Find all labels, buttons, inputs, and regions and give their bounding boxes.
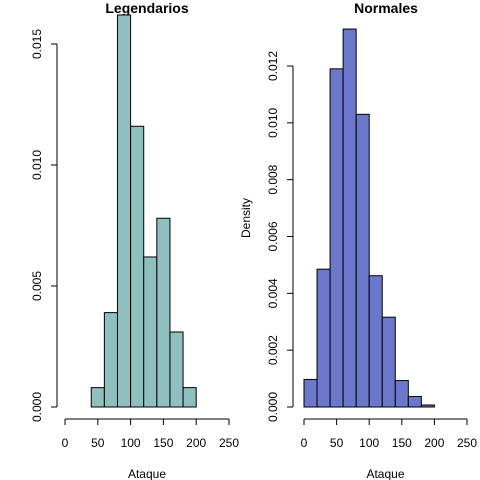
histogram-bar: [104, 313, 117, 407]
histogram-bar: [421, 405, 434, 407]
histogram-bar: [382, 317, 395, 407]
histogram-bar: [304, 379, 317, 407]
histogram-bar: [395, 381, 408, 407]
y-tick-label: 0.010: [266, 107, 280, 137]
histogram-bar: [317, 269, 330, 407]
x-axis-label: Ataque: [128, 467, 166, 480]
y-tick-label: 0.004: [266, 278, 280, 308]
y-tick-label: 0.008: [266, 164, 280, 194]
histogram-bar: [343, 29, 356, 407]
histogram-bar: [144, 257, 157, 407]
y-tick-label: 0.005: [30, 271, 44, 301]
x-tick-label: 200: [424, 436, 444, 450]
y-tick-label: 0.015: [30, 29, 44, 59]
histogram-bar: [117, 15, 130, 407]
x-tick-label: 50: [330, 436, 344, 450]
panel-title: Legendarios: [105, 0, 188, 16]
histogram-bar: [183, 388, 196, 407]
histogram-bar: [170, 332, 183, 407]
x-tick-label: 200: [186, 436, 206, 450]
x-tick-label: 100: [121, 436, 141, 450]
histogram-bar: [157, 218, 170, 407]
x-axis-label: Ataque: [366, 467, 404, 480]
x-tick-label: 0: [301, 436, 308, 450]
x-tick-label: 0: [62, 436, 69, 450]
x-tick-label: 50: [91, 436, 105, 450]
y-tick-label: 0.012: [266, 51, 280, 81]
histogram-bar: [91, 388, 104, 407]
y-axis-label: Density: [239, 198, 253, 238]
histogram-bar: [356, 114, 369, 407]
y-tick-label: 0.006: [266, 221, 280, 251]
histogram-bar: [408, 396, 421, 407]
y-tick-label: 0.010: [30, 150, 44, 180]
x-tick-label: 100: [359, 436, 379, 450]
histogram-bar: [131, 126, 144, 407]
y-tick-label: 0.002: [266, 335, 280, 365]
x-tick-label: 250: [219, 436, 239, 450]
y-tick-label: 0.000: [266, 392, 280, 422]
x-tick-label: 150: [392, 436, 412, 450]
histogram-bar: [330, 69, 343, 407]
y-tick-label: 0.000: [30, 392, 44, 422]
x-tick-label: 150: [153, 436, 173, 450]
histogram-bar: [369, 276, 382, 407]
panel-title: Normales: [354, 0, 418, 16]
x-tick-label: 250: [457, 436, 477, 450]
